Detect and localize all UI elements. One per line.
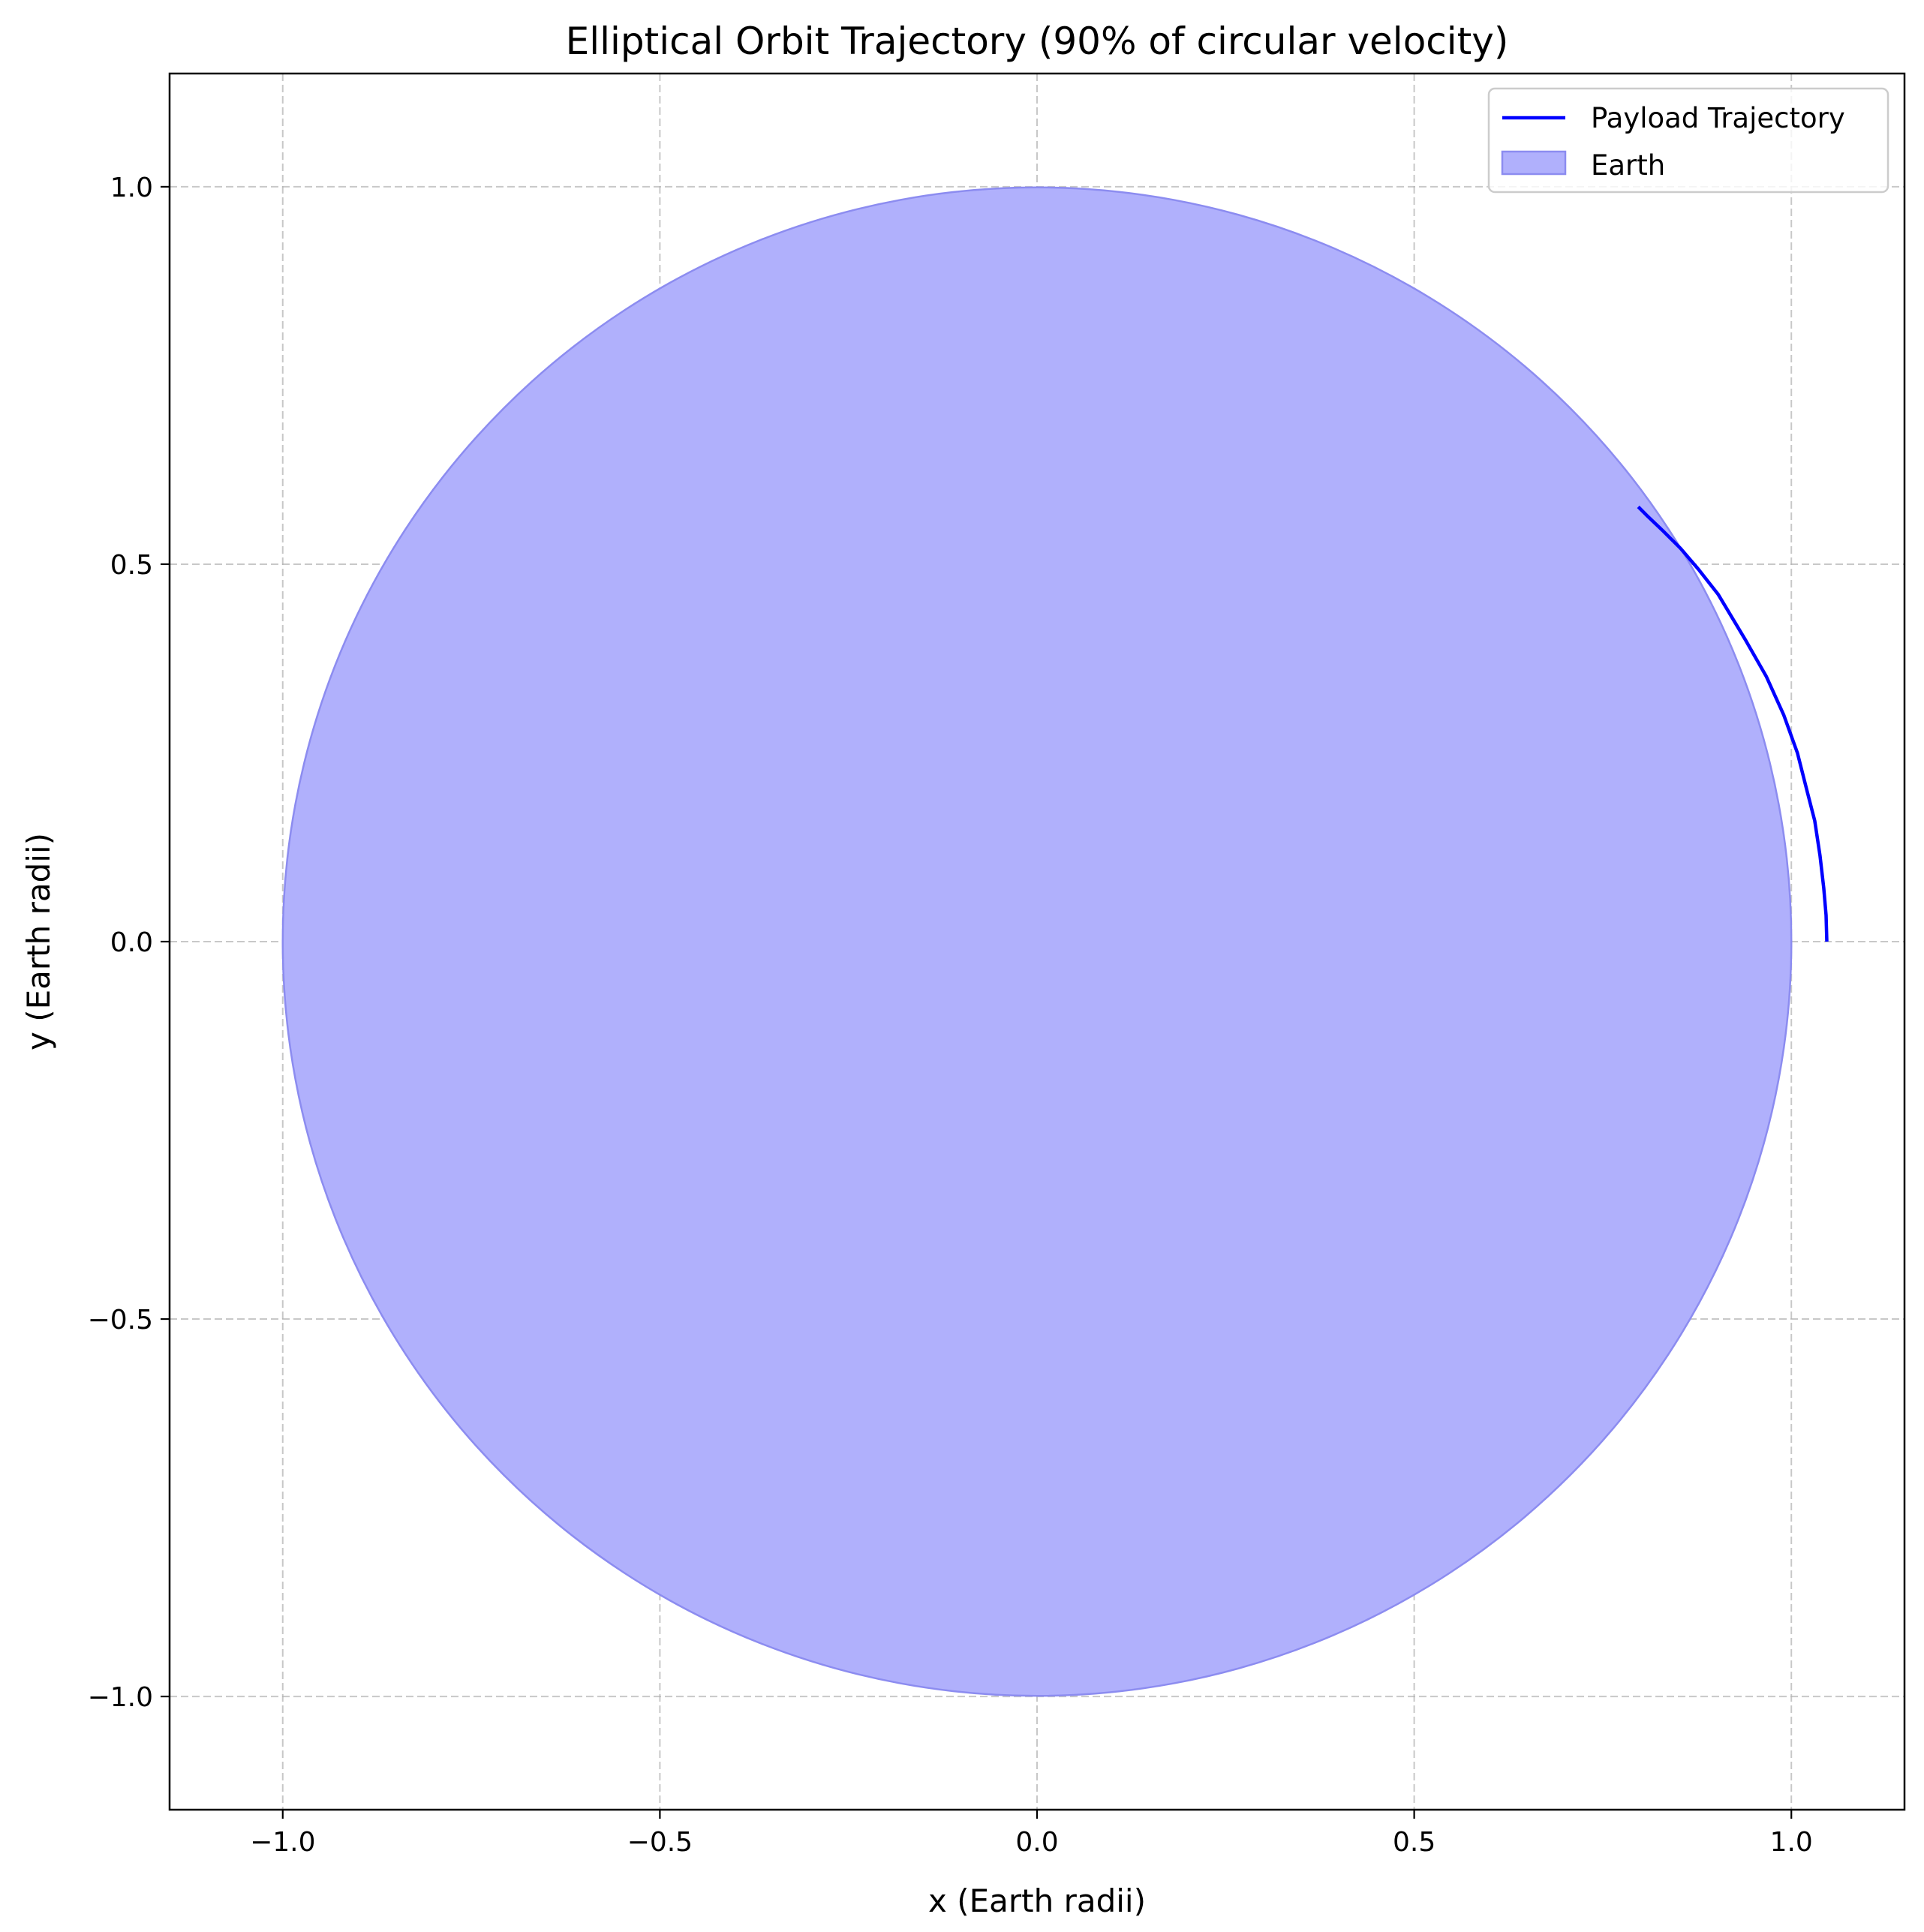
y-tick-label: 0.0 <box>110 927 153 958</box>
y-tick-label: −0.5 <box>88 1305 153 1336</box>
legend-label-trajectory: Payload Trajectory <box>1591 102 1845 134</box>
y-axis-label: y (Earth radii) <box>20 833 57 1050</box>
x-tick-label: −1.0 <box>250 1827 315 1858</box>
legend: Payload Trajectory Earth <box>1487 87 1889 194</box>
x-tick-label: −0.5 <box>627 1827 693 1858</box>
legend-label-earth: Earth <box>1591 149 1665 182</box>
y-tick-label: 1.0 <box>110 173 153 203</box>
x-tick-label: 0.0 <box>1015 1827 1058 1858</box>
y-tick-label: 0.5 <box>110 550 153 581</box>
x-axis-ticks: −1.0 −0.5 0.0 0.5 1.0 <box>250 1810 1813 1858</box>
x-axis-label: x (Earth radii) <box>928 1882 1146 1919</box>
y-axis-ticks: −1.0 −0.5 0.0 0.5 1.0 <box>88 173 170 1713</box>
y-tick-label: −1.0 <box>88 1682 153 1713</box>
legend-box <box>1487 87 1889 194</box>
legend-swatch-earth <box>1501 150 1567 176</box>
x-tick-label: 1.0 <box>1770 1827 1813 1858</box>
earth-circle <box>281 186 1793 1697</box>
plot-area <box>168 72 1906 1811</box>
chart-title: Elliptical Orbit Trajectory (90% of circ… <box>566 20 1509 63</box>
x-tick-label: 0.5 <box>1393 1827 1435 1858</box>
payload-trajectory-line <box>1637 505 1829 942</box>
